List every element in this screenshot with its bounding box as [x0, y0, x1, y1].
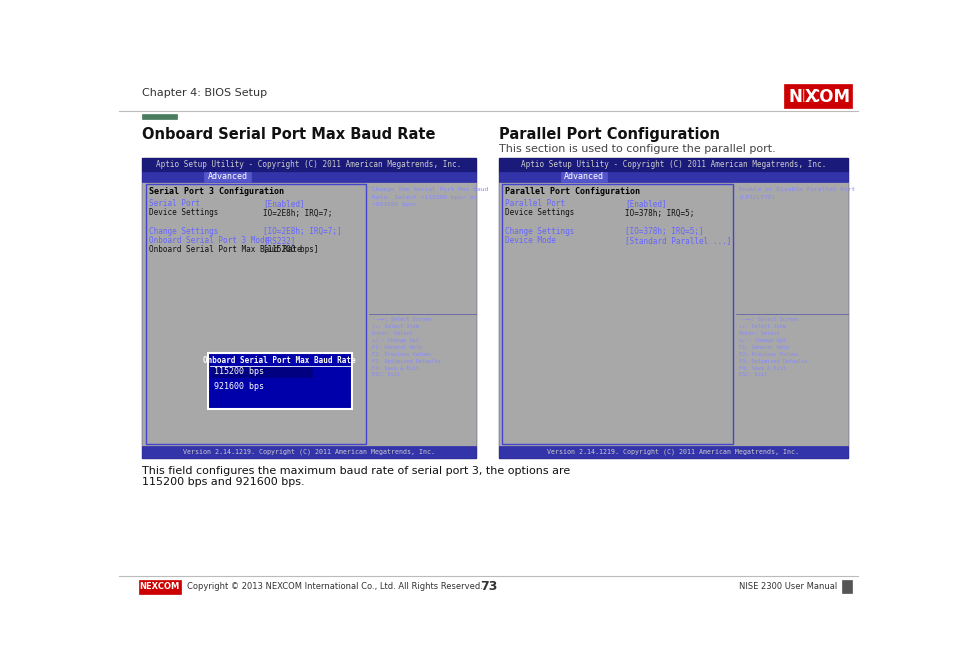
Bar: [212, 367, 312, 377]
Text: Advanced: Advanced: [208, 173, 248, 181]
Bar: [498, 171, 847, 182]
Text: ESC: Exit: ESC: Exit: [739, 372, 766, 378]
Bar: [142, 446, 476, 458]
Text: F1: General Help: F1: General Help: [739, 345, 788, 349]
Bar: [142, 182, 476, 446]
Text: 115200 bps: 115200 bps: [213, 367, 264, 376]
Bar: [783, 85, 852, 108]
Bar: [498, 182, 847, 446]
Text: Chapter 4: BIOS Setup: Chapter 4: BIOS Setup: [142, 88, 268, 98]
Text: Rate. Select «115200 bps» or: Rate. Select «115200 bps» or: [372, 195, 476, 200]
Text: F4: Save & Exit: F4: Save & Exit: [372, 366, 418, 370]
Text: [115200 bps]: [115200 bps]: [263, 245, 318, 255]
Bar: [146, 184, 365, 444]
Text: F1: General Help: F1: General Help: [372, 345, 421, 349]
Bar: [142, 158, 476, 171]
Bar: [498, 158, 847, 171]
Text: Parallel Port Configuration: Parallel Port Configuration: [505, 187, 639, 196]
Text: ↑↓: Select Item: ↑↓: Select Item: [372, 324, 418, 329]
Bar: [498, 446, 847, 458]
Text: Parallel Port: Parallel Port: [505, 199, 565, 208]
Text: Version 2.14.1219. Copyright (C) 2011 American Megatrends, Inc.: Version 2.14.1219. Copyright (C) 2011 Am…: [183, 448, 435, 455]
Text: NE: NE: [788, 88, 813, 106]
Text: [IO=378h; IRQ=5;]: [IO=378h; IRQ=5;]: [624, 227, 703, 236]
Text: Device Settings: Device Settings: [505, 208, 574, 218]
Text: «921600 bps»: «921600 bps»: [372, 202, 416, 207]
Text: (LPT/LPTE): (LPT/LPTE): [739, 195, 776, 200]
Text: Version 2.14.1219. Copyright (C) 2011 American Megatrends, Inc.: Version 2.14.1219. Copyright (C) 2011 Am…: [547, 448, 799, 455]
Bar: [142, 171, 476, 182]
Text: F2: Previous Values: F2: Previous Values: [372, 351, 431, 357]
Text: NISE 2300 User Manual: NISE 2300 User Manual: [738, 582, 836, 591]
Bar: [138, 579, 181, 594]
Bar: [204, 171, 251, 182]
Bar: [501, 184, 732, 444]
Text: Device Settings: Device Settings: [149, 208, 218, 218]
Text: Advanced: Advanced: [563, 173, 603, 181]
Text: Copyright © 2013 NEXCOM International Co., Ltd. All Rights Reserved.: Copyright © 2013 NEXCOM International Co…: [187, 582, 483, 591]
Bar: [142, 158, 476, 458]
Text: 73: 73: [479, 580, 497, 593]
Text: [Enabled]: [Enabled]: [263, 199, 304, 208]
Text: Aptio Setup Utility - Copyright (C) 2011 American Megatrends, Inc.: Aptio Setup Utility - Copyright (C) 2011…: [156, 160, 461, 169]
Text: NEXCOM: NEXCOM: [139, 582, 179, 591]
Text: --→←: Select Screen: --→←: Select Screen: [372, 317, 431, 322]
Text: [IO=2E8h; IRQ=7;]: [IO=2E8h; IRQ=7;]: [263, 227, 341, 236]
Text: [RS232]: [RS232]: [263, 236, 295, 245]
Text: F3: Optimized Defaults: F3: Optimized Defaults: [739, 359, 807, 364]
Text: [Standard Parallel ...]: [Standard Parallel ...]: [624, 236, 731, 245]
Text: IO=2E8h; IRQ=7;: IO=2E8h; IRQ=7;: [263, 208, 333, 218]
Bar: [841, 581, 852, 593]
Text: --→←: Select Screen: --→←: Select Screen: [739, 317, 798, 322]
Text: [Enabled]: [Enabled]: [624, 199, 666, 208]
Bar: [142, 114, 177, 119]
Text: Device Mode: Device Mode: [505, 236, 556, 245]
Text: COM: COM: [806, 88, 849, 106]
Text: Change Settings: Change Settings: [505, 227, 574, 236]
Text: 921600 bps: 921600 bps: [213, 382, 264, 392]
Text: Enable or Disable Parallel Port: Enable or Disable Parallel Port: [739, 187, 855, 192]
Text: Change Settings: Change Settings: [149, 227, 218, 236]
Text: Change the Serial Port Max Baud: Change the Serial Port Max Baud: [372, 187, 488, 192]
Text: F2: Previous Values: F2: Previous Values: [739, 351, 798, 357]
Text: ↑↓: Select Item: ↑↓: Select Item: [739, 324, 785, 329]
Text: F3: Optimized Defaults: F3: Optimized Defaults: [372, 359, 440, 364]
Text: Aptio Setup Utility - Copyright (C) 2011 American Megatrends, Inc.: Aptio Setup Utility - Copyright (C) 2011…: [520, 160, 825, 169]
Text: This section is used to configure the parallel port.: This section is used to configure the pa…: [498, 144, 775, 154]
Text: Onboard Serial Port Max Baud Rate: Onboard Serial Port Max Baud Rate: [142, 127, 436, 142]
Text: Serial Port: Serial Port: [149, 199, 199, 208]
Text: +/-: Change Opt.: +/-: Change Opt.: [372, 338, 421, 343]
Text: Onboard Serial Port Max Baud Rate: Onboard Serial Port Max Baud Rate: [149, 245, 301, 255]
Text: Enter: Select: Enter: Select: [372, 331, 412, 336]
Text: Enter: Select: Enter: Select: [739, 331, 779, 336]
Text: Serial Port 3 Configuration: Serial Port 3 Configuration: [149, 187, 283, 196]
Bar: [560, 171, 607, 182]
Text: Onboard Serial Port 3 Mode: Onboard Serial Port 3 Mode: [149, 236, 269, 245]
Text: Parallel Port Configuration: Parallel Port Configuration: [498, 127, 720, 142]
Text: +/-: Change Opt.: +/-: Change Opt.: [739, 338, 788, 343]
Text: ESC: Exit: ESC: Exit: [372, 372, 399, 378]
Text: This field configures the maximum baud rate of serial port 3, the options are
11: This field configures the maximum baud r…: [142, 466, 570, 487]
Bar: [498, 158, 847, 458]
Text: F4: Save & Exit: F4: Save & Exit: [739, 366, 785, 370]
Text: IO=378h; IRQ=5;: IO=378h; IRQ=5;: [624, 208, 694, 218]
Bar: [208, 353, 352, 409]
Text: X: X: [804, 88, 817, 106]
Text: Onboard Serial Port Max Baud Rate: Onboard Serial Port Max Baud Rate: [203, 355, 355, 365]
Bar: [803, 87, 815, 101]
